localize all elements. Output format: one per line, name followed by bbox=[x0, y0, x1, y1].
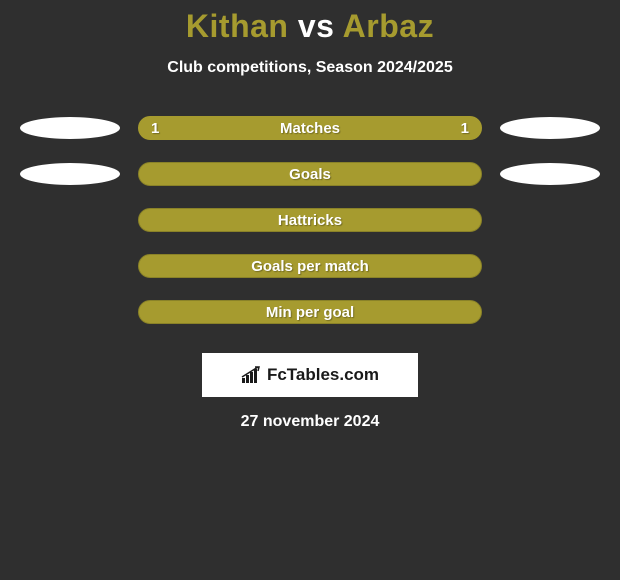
stat-row: Min per goal bbox=[0, 289, 620, 335]
title-player1: Kithan bbox=[186, 8, 289, 44]
left-ellipse bbox=[20, 117, 120, 139]
ellipse-spacer bbox=[500, 301, 600, 323]
stat-left-value: 1 bbox=[151, 120, 159, 137]
stat-bar: 1 Matches 1 bbox=[138, 116, 482, 140]
stat-bar: Min per goal bbox=[138, 300, 482, 324]
stat-rows: 1 Matches 1 Goals Hattricks Goals per match Mi… bbox=[0, 105, 620, 335]
stat-label: Goals per match bbox=[251, 258, 369, 275]
stat-bar: Goals per match bbox=[138, 254, 482, 278]
stat-row: Hattricks bbox=[0, 197, 620, 243]
title-vs: vs bbox=[288, 8, 342, 44]
left-ellipse bbox=[20, 163, 120, 185]
right-ellipse bbox=[500, 117, 600, 139]
infographic-container: Kithan vs Arbaz Club competitions, Seaso… bbox=[0, 0, 620, 431]
stat-row: Goals bbox=[0, 151, 620, 197]
subtitle: Club competitions, Season 2024/2025 bbox=[0, 59, 620, 77]
stat-label: Matches bbox=[280, 120, 340, 137]
stat-bar: Goals bbox=[138, 162, 482, 186]
stat-right-value: 1 bbox=[461, 120, 469, 137]
ellipse-spacer bbox=[500, 209, 600, 231]
stat-label: Min per goal bbox=[266, 304, 354, 321]
brand-box: FcTables.com bbox=[202, 353, 418, 397]
title: Kithan vs Arbaz bbox=[0, 8, 620, 45]
stat-label: Goals bbox=[289, 166, 331, 183]
right-ellipse bbox=[500, 163, 600, 185]
date-text: 27 november 2024 bbox=[0, 413, 620, 431]
ellipse-spacer bbox=[20, 209, 120, 231]
bar-chart-icon bbox=[241, 366, 263, 384]
ellipse-spacer bbox=[500, 255, 600, 277]
stat-row: 1 Matches 1 bbox=[0, 105, 620, 151]
stat-bar: Hattricks bbox=[138, 208, 482, 232]
title-player2: Arbaz bbox=[343, 8, 434, 44]
ellipse-spacer bbox=[20, 301, 120, 323]
stat-row: Goals per match bbox=[0, 243, 620, 289]
stat-label: Hattricks bbox=[278, 212, 342, 229]
brand-text: FcTables.com bbox=[267, 365, 379, 385]
ellipse-spacer bbox=[20, 255, 120, 277]
